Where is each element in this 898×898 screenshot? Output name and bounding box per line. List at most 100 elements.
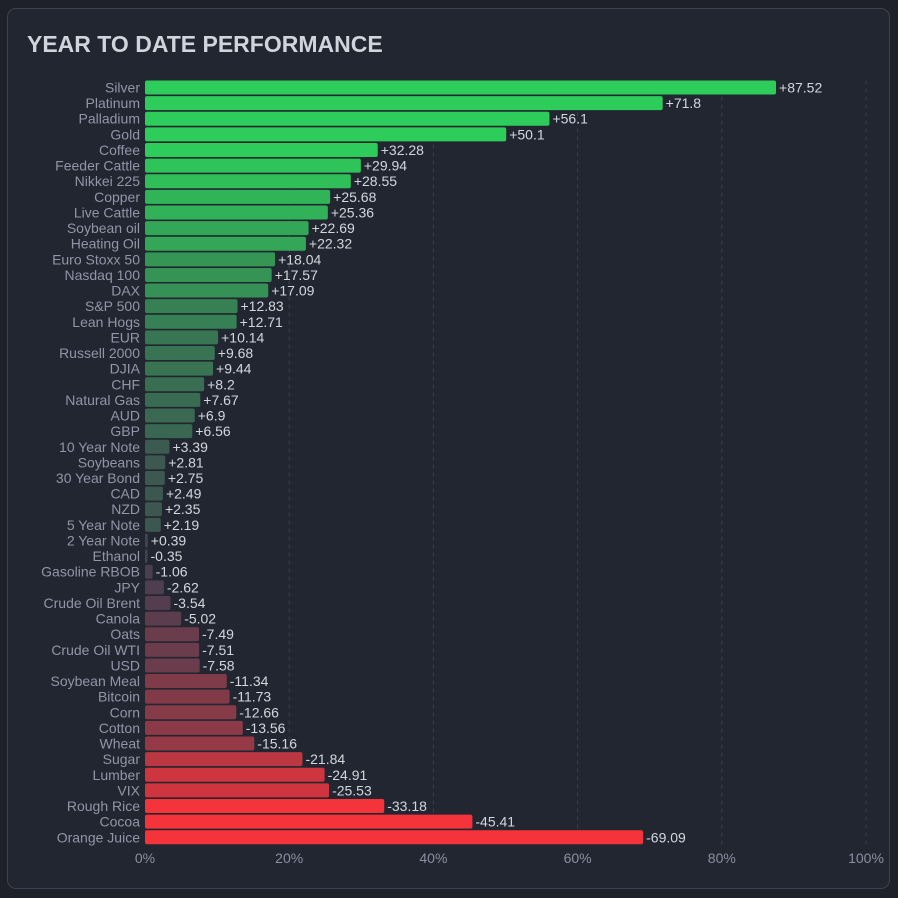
data-label: +25.68 [333,189,376,205]
bar [145,377,205,392]
data-label: -45.41 [475,814,515,830]
x-axis-ticks: 0% 20% 40% 60% 80% 100% [135,850,884,866]
data-label: +18.04 [278,251,321,267]
category-label: VIX [117,782,140,798]
bar [145,174,351,189]
category-label: 10 Year Note [59,439,140,455]
data-label: +2.49 [166,486,202,502]
bar [145,111,550,126]
category-label: Natural Gas [65,392,140,408]
data-label: +56.1 [552,111,588,127]
data-label: +29.94 [364,158,407,174]
bar [145,799,385,814]
data-label: -33.18 [387,798,427,814]
x-tick-label: 100% [848,850,884,866]
bar [145,455,166,470]
data-label: +71.8 [666,95,702,111]
data-label: +8.2 [207,376,235,392]
bar [145,752,303,767]
data-label: -24.91 [328,767,368,783]
category-label: DJIA [110,361,141,377]
category-label: Soybean oil [67,220,140,236]
category-label: Oats [110,626,140,642]
bar [145,127,507,142]
data-label: +2.35 [165,501,201,517]
category-label: S&P 500 [85,298,140,314]
data-label: -25.53 [332,782,372,798]
bar [145,346,215,361]
category-label: Lumber [93,767,141,783]
bar [145,96,663,111]
category-label: Cotton [99,720,140,736]
bar [145,486,163,501]
category-label: 30 Year Bond [56,470,140,486]
category-label: Canola [96,611,141,627]
bar [145,736,255,751]
category-label: JPY [114,579,140,595]
category-label: Silver [105,80,140,96]
bar [145,502,162,517]
data-label: +9.68 [218,345,254,361]
data-label: +6.9 [198,408,226,424]
bar [145,189,331,204]
category-label: CHF [111,376,140,392]
data-label: +12.83 [241,298,284,314]
x-tick-label: 40% [419,850,447,866]
category-label: Soybean Meal [50,673,140,689]
category-label: Coffee [99,142,140,158]
bar [145,471,165,485]
category-label: Live Cattle [74,204,140,220]
data-label: +32.28 [381,142,424,158]
data-label: +22.69 [312,220,355,236]
bar [145,80,777,95]
bar [145,580,164,595]
bar [145,689,230,704]
bar [145,205,328,220]
category-label: Feeder Cattle [55,158,140,174]
data-label: +12.71 [240,314,283,330]
bar [145,720,243,735]
category-labels: SilverPlatinumPalladiumGoldCoffeeFeeder … [41,80,140,846]
category-label: Soybeans [78,454,140,470]
bar [145,392,201,407]
bar [145,424,193,439]
data-label: -7.51 [202,642,234,658]
category-label: Euro Stoxx 50 [52,251,140,267]
category-label: DAX [111,283,140,299]
x-tick-label: 60% [564,850,592,866]
data-label: +9.44 [216,361,252,377]
category-label: CAD [110,486,140,502]
data-label: +2.81 [168,454,204,470]
data-label: +25.36 [331,204,374,220]
category-label: 2 Year Note [67,532,140,548]
x-tick-label: 80% [708,850,736,866]
bar [145,158,361,173]
data-label: +3.39 [172,439,208,455]
category-label: AUD [110,408,140,424]
bar [145,439,170,454]
bar [145,767,325,782]
chart-title: YEAR TO DATE PERFORMANCE [27,31,383,57]
data-label: -12.66 [239,704,279,720]
bar [145,330,219,345]
bar [145,705,237,720]
category-label: Orange Juice [57,829,140,845]
bar [145,252,276,267]
data-label: +10.14 [221,329,264,345]
data-label: -11.34 [230,673,269,689]
category-label: Gold [110,126,140,142]
data-label: +50.1 [509,126,545,142]
data-label: -5.02 [184,611,216,627]
data-label: +17.57 [275,267,318,283]
bar [145,830,644,845]
bar [145,314,237,329]
category-label: Nasdaq 100 [64,267,140,283]
category-label: Palladium [79,111,140,127]
data-label: -7.58 [203,657,235,673]
bar [145,533,148,548]
bar [145,283,269,298]
data-label: +22.32 [309,236,352,252]
bar [145,517,161,532]
category-label: Corn [110,704,140,720]
